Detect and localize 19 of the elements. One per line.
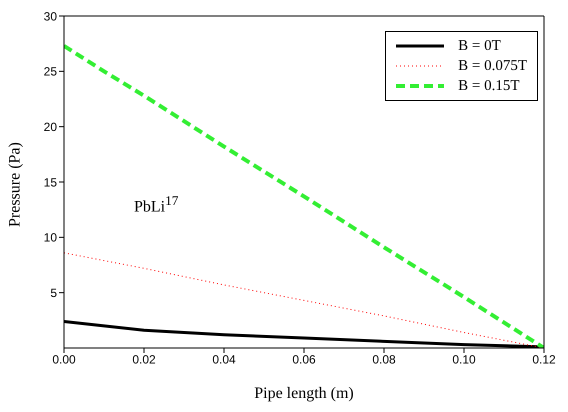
y-tick-label: 10 [44,230,58,245]
y-tick-label: 30 [44,9,58,24]
x-tick-label: 0.04 [212,352,236,367]
x-tick-label: 0.02 [132,352,156,367]
y-tick-label: 25 [44,64,58,79]
x-tick-label: 0.06 [292,352,316,367]
y-tick-label: 20 [44,120,58,134]
y-axis-title: Pressure (Pa) [6,142,24,227]
annotation: PbLi$^{17}$ [134,193,178,216]
x-axis-title: Pipe length (m) [254,385,354,402]
x-tick-label: 0.08 [372,352,396,367]
y-tick-label: 5 [50,286,58,300]
x-tick-label: 0.10 [452,352,476,367]
legend-label: B = 0.15T [458,78,520,94]
legend-label: B = 0T [458,38,501,54]
legend-label: B = 0.075T [458,58,527,74]
y-tick-label: 15 [44,175,58,190]
x-tick-label: 0.00 [52,352,76,367]
x-tick-label: 0.12 [532,352,556,367]
